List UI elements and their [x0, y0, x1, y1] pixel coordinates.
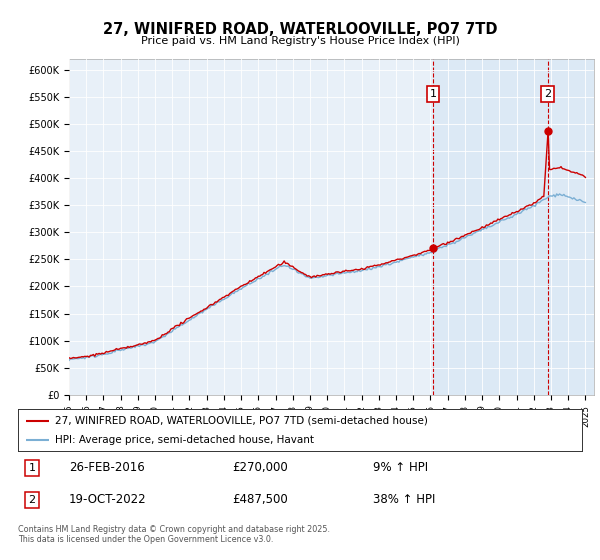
Text: £270,000: £270,000 — [232, 461, 288, 474]
Text: 2: 2 — [29, 495, 35, 505]
Text: 9% ↑ HPI: 9% ↑ HPI — [373, 461, 428, 474]
Text: This data is licensed under the Open Government Licence v3.0.: This data is licensed under the Open Gov… — [18, 535, 274, 544]
Text: 1: 1 — [430, 89, 437, 99]
Text: HPI: Average price, semi-detached house, Havant: HPI: Average price, semi-detached house,… — [55, 435, 314, 445]
Text: Price paid vs. HM Land Registry's House Price Index (HPI): Price paid vs. HM Land Registry's House … — [140, 36, 460, 46]
Text: 27, WINIFRED ROAD, WATERLOOVILLE, PO7 7TD (semi-detached house): 27, WINIFRED ROAD, WATERLOOVILLE, PO7 7T… — [55, 416, 428, 426]
Text: Contains HM Land Registry data © Crown copyright and database right 2025.: Contains HM Land Registry data © Crown c… — [18, 525, 330, 534]
Text: 2: 2 — [544, 89, 551, 99]
Text: 19-OCT-2022: 19-OCT-2022 — [69, 493, 146, 506]
Text: 38% ↑ HPI: 38% ↑ HPI — [373, 493, 436, 506]
Text: 26-FEB-2016: 26-FEB-2016 — [69, 461, 145, 474]
Bar — [433, 59, 594, 395]
Text: 27, WINIFRED ROAD, WATERLOOVILLE, PO7 7TD: 27, WINIFRED ROAD, WATERLOOVILLE, PO7 7T… — [103, 22, 497, 38]
Text: £487,500: £487,500 — [232, 493, 288, 506]
Text: 1: 1 — [29, 463, 35, 473]
